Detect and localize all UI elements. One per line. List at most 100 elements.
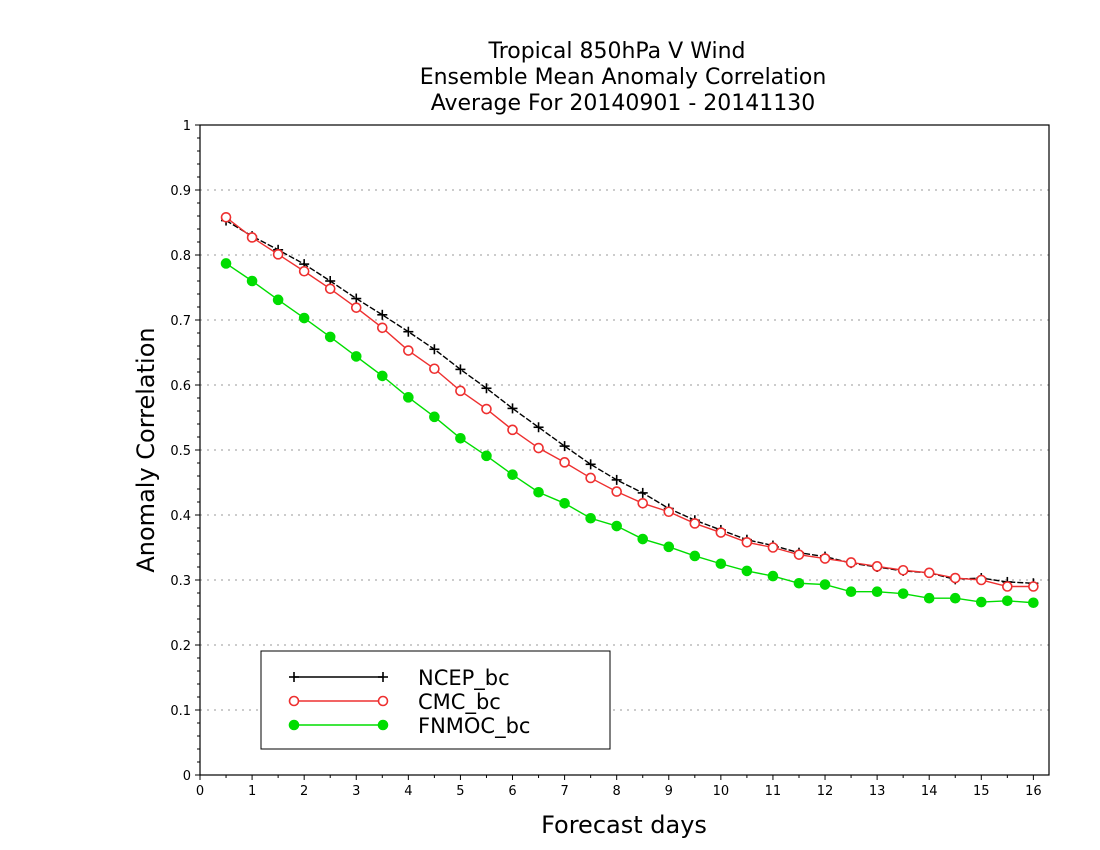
data-point-fnmoc-bc — [559, 498, 570, 509]
legend-label: NCEP_bc — [418, 666, 510, 691]
data-point-fnmoc-bc — [611, 520, 622, 532]
data-point-cmc-bc — [559, 457, 570, 468]
x-tick-label: 6 — [508, 784, 516, 799]
gridlines — [200, 189, 1049, 711]
series-line-fnmoc-bc — [225, 262, 1034, 604]
y-tick-label: 0.9 — [170, 184, 191, 199]
data-point-fnmoc-bc — [845, 586, 857, 598]
data-point-ncep-bc — [507, 403, 518, 414]
data-point-cmc-bc — [298, 265, 310, 277]
series-cmc-bc — [220, 212, 1039, 592]
data-point-fnmoc-bc — [741, 565, 753, 577]
series-line-ncep-bc — [225, 219, 1034, 584]
chart-title-line-2: Ensemble Mean Anomaly Correlation — [420, 65, 827, 90]
data-point-cmc-bc — [1028, 581, 1039, 592]
series-fnmoc-bc — [220, 258, 1039, 609]
x-tick-label: 15 — [973, 784, 990, 799]
data-point-fnmoc-bc — [481, 450, 492, 462]
data-point-cmc-bc — [871, 561, 883, 572]
data-point-fnmoc-bc — [429, 411, 440, 423]
data-point-ncep-bc — [429, 344, 440, 355]
data-point-fnmoc-bc — [298, 312, 310, 324]
data-point-fnmoc-bc — [324, 331, 336, 343]
x-tick-label: 1 — [248, 784, 256, 799]
data-point-fnmoc-bc — [377, 370, 388, 382]
x-tick-label: 16 — [1025, 784, 1042, 799]
y-tick-label: 0.8 — [170, 249, 191, 264]
data-point-cmc-bc — [637, 497, 649, 509]
y-tick-label: 0.6 — [170, 379, 191, 394]
chart-title-line-1: Tropical 850hPa V Wind — [487, 39, 745, 64]
chart-title-line-3: Average For 20140901 - 20141130 — [431, 91, 816, 116]
data-point-fnmoc-bc — [1002, 595, 1013, 607]
data-point-cmc-bc — [975, 574, 987, 586]
data-point-cmc-bc — [377, 322, 388, 334]
data-point-fnmoc-bc — [403, 392, 414, 403]
x-tick-label: 3 — [352, 784, 360, 799]
x-axis-ticks: 0 1 2 3 4 5 6 7 8 9 10 11 12 13 14 15 16 — [196, 775, 1042, 799]
legend-item-fnmoc-bc: FNMOC_bc — [288, 714, 530, 739]
chart-title: Tropical 850hPa V Wind Ensemble Mean Ano… — [420, 39, 827, 116]
data-point-cmc-bc — [923, 567, 935, 579]
data-point-ncep-bc — [559, 441, 570, 452]
data-point-cmc-bc — [429, 363, 440, 375]
data-point-ncep-bc — [533, 422, 544, 433]
y-tick-label: 0.3 — [170, 574, 191, 589]
data-point-fnmoc-bc — [897, 588, 909, 599]
data-point-ncep-bc — [403, 326, 414, 337]
data-point-cmc-bc — [455, 385, 466, 397]
y-axis-ticks: 0 0.1 0.2 0.3 0.4 0.5 0.6 0.7 0.8 0.9 1 — [170, 119, 200, 784]
data-point-fnmoc-bc — [585, 512, 596, 524]
data-point-ncep-bc — [455, 364, 466, 375]
y-axis-label: Anomaly Correlation — [132, 327, 160, 572]
x-tick-label: 4 — [404, 784, 412, 799]
data-point-ncep-bc — [351, 293, 362, 304]
legend-marker — [288, 695, 300, 707]
data-point-cmc-bc — [819, 553, 831, 564]
data-point-fnmoc-bc — [533, 486, 544, 498]
data-point-ncep-bc — [611, 474, 622, 485]
data-point-fnmoc-bc — [220, 258, 232, 269]
legend-marker — [289, 672, 299, 682]
data-point-fnmoc-bc — [507, 469, 518, 481]
data-point-cmc-bc — [246, 232, 258, 243]
data-point-fnmoc-bc — [819, 579, 831, 590]
y-tick-label: 0.7 — [170, 314, 191, 329]
series-layer — [220, 212, 1039, 609]
x-tick-label: 12 — [817, 784, 834, 799]
data-point-fnmoc-bc — [637, 533, 649, 545]
data-point-ncep-bc — [481, 383, 492, 394]
x-tick-label: 13 — [869, 784, 886, 799]
x-tick-label: 2 — [300, 784, 308, 799]
data-point-fnmoc-bc — [272, 294, 284, 306]
data-point-cmc-bc — [741, 536, 753, 548]
data-point-cmc-bc — [507, 424, 518, 436]
x-tick-label: 10 — [713, 784, 730, 799]
data-point-ncep-bc — [585, 459, 596, 470]
data-point-fnmoc-bc — [1028, 597, 1039, 609]
y-tick-label: 0.2 — [170, 639, 191, 654]
data-point-fnmoc-bc — [715, 558, 727, 570]
data-point-cmc-bc — [689, 518, 701, 529]
data-point-cmc-bc — [897, 564, 909, 576]
data-point-cmc-bc — [272, 249, 284, 260]
legend-marker — [377, 695, 389, 707]
data-point-ncep-bc — [637, 487, 648, 498]
data-point-cmc-bc — [715, 527, 727, 538]
data-point-cmc-bc — [1002, 581, 1013, 592]
data-point-cmc-bc — [845, 557, 857, 568]
data-point-fnmoc-bc — [975, 596, 987, 608]
x-axis-label: Forecast days — [541, 811, 707, 839]
data-point-fnmoc-bc — [767, 570, 779, 582]
data-point-cmc-bc — [533, 442, 544, 454]
data-point-cmc-bc — [767, 542, 779, 553]
data-point-fnmoc-bc — [246, 275, 258, 287]
data-point-fnmoc-bc — [663, 541, 675, 553]
legend-label: CMC_bc — [418, 690, 501, 715]
legend-item-ncep-bc: NCEP_bc — [289, 666, 510, 691]
y-tick-label: 0.4 — [170, 509, 191, 524]
data-point-fnmoc-bc — [923, 592, 935, 604]
x-tick-label: 8 — [613, 784, 621, 799]
